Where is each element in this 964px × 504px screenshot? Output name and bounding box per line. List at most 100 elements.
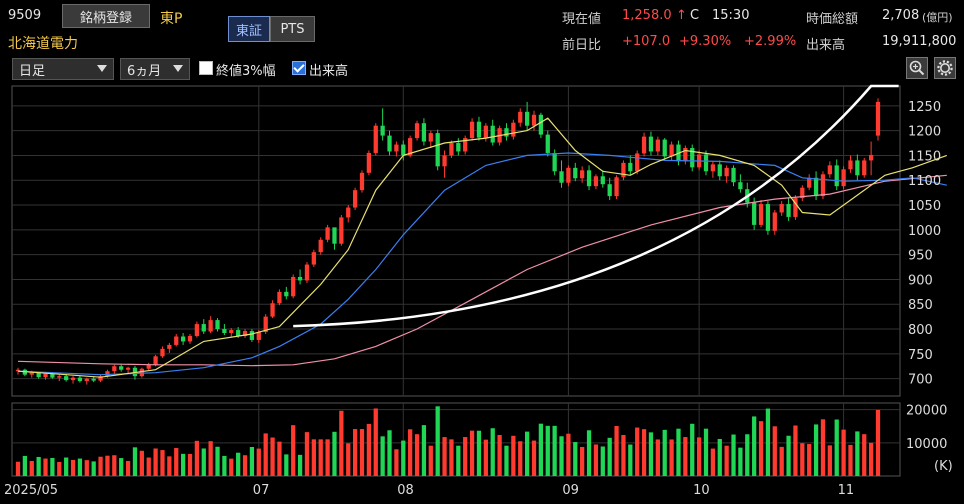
- candle-body: [421, 123, 427, 142]
- volume-bar: [187, 453, 193, 476]
- candle-body: [229, 330, 234, 334]
- candle-body: [373, 125, 378, 153]
- volume-bar: [703, 428, 709, 476]
- volume-bar: [291, 425, 296, 476]
- candle-body: [628, 162, 633, 172]
- volume-bar: [236, 452, 241, 476]
- x-tick-label: 08: [397, 483, 414, 498]
- volume-bar: [263, 433, 268, 476]
- volume-bar: [607, 437, 612, 476]
- volume-bar: [139, 450, 144, 476]
- x-tick-label: 07: [253, 483, 270, 498]
- volume-bar: [36, 456, 41, 476]
- x-tick-label: 2025/05: [4, 483, 58, 498]
- volume-value: 19,911,800: [882, 34, 957, 49]
- volume-bar: [469, 430, 475, 476]
- stock-code: 9509: [8, 8, 42, 23]
- price-tick-label: 700: [908, 373, 933, 388]
- candle-body: [222, 329, 227, 334]
- volume-bar: [449, 439, 454, 476]
- candle-body: [270, 303, 275, 317]
- candle-body: [64, 376, 69, 381]
- volume-bar: [215, 446, 220, 476]
- candle-body: [855, 160, 860, 176]
- volume-bar: [841, 429, 846, 476]
- volume-bar: [552, 425, 557, 476]
- candle-body: [208, 320, 213, 332]
- volume-bar: [538, 423, 544, 476]
- price-tick-label: 1050: [908, 199, 941, 214]
- price-tick-label: 950: [908, 249, 933, 264]
- zoom-button[interactable]: [906, 57, 928, 79]
- candle-body: [827, 165, 832, 175]
- candle-body: [614, 177, 619, 197]
- candle-body: [779, 204, 784, 213]
- range-select[interactable]: 6ヵ月: [120, 58, 190, 80]
- close-band-checkbox[interactable]: [199, 61, 213, 75]
- period-select[interactable]: 日足: [12, 58, 114, 80]
- volume-bar: [332, 431, 337, 476]
- price-tick-label: 1250: [908, 100, 941, 115]
- candle-body: [297, 276, 303, 281]
- register-button[interactable]: 銘柄登録: [62, 4, 150, 28]
- volume-bar: [325, 439, 330, 476]
- candle-body: [504, 128, 509, 137]
- price-tick-label: 1200: [908, 125, 941, 140]
- price-tick-label: 800: [908, 323, 933, 338]
- candle-body: [249, 331, 255, 340]
- magnifier-icon: [909, 60, 925, 76]
- candle-body: [848, 160, 853, 170]
- candle-body: [29, 372, 34, 375]
- candle-body: [414, 123, 420, 139]
- volume-bar: [586, 430, 592, 476]
- settings-button[interactable]: [934, 57, 956, 79]
- volume-bar: [545, 425, 550, 476]
- candle-body: [710, 164, 716, 172]
- candle-body: [77, 377, 83, 382]
- candle-body: [318, 239, 323, 253]
- candlesticks: [15, 98, 881, 385]
- candle-body: [236, 330, 241, 336]
- candle-body: [662, 139, 667, 157]
- candle-body: [291, 276, 296, 297]
- volume-bar: [339, 410, 344, 476]
- market-cap-label: 時価総額: [806, 12, 859, 27]
- candle-body: [380, 125, 385, 136]
- volume-checkbox[interactable]: [292, 61, 306, 75]
- candle-body: [435, 133, 440, 167]
- volume-bar: [98, 456, 103, 476]
- volume-bar: [359, 429, 365, 476]
- x-tick-label: 09: [562, 483, 579, 498]
- moving-average-long: [17, 174, 947, 367]
- volume-bar: [421, 425, 427, 476]
- candle-body: [428, 133, 433, 142]
- volume-bar: [621, 434, 626, 476]
- volume-bar: [772, 426, 777, 476]
- chart-axes: 700 750 800 850 900 950 1000 1050 1100 1150 1200 12…: [4, 100, 953, 498]
- candle-body: [793, 198, 798, 217]
- volume-bar: [346, 443, 351, 476]
- candle-body: [187, 335, 193, 342]
- market-label: 東P: [160, 11, 183, 27]
- volume-bar: [531, 440, 537, 476]
- volume-bar: [91, 461, 96, 476]
- volume-label: 出来高: [806, 38, 846, 53]
- tab-tse[interactable]: 東証: [228, 16, 270, 42]
- candle-body: [635, 153, 640, 172]
- volume-bar: [146, 457, 151, 476]
- candle-body: [600, 176, 605, 185]
- volume-bar: [387, 430, 392, 476]
- tab-pts[interactable]: PTS: [270, 16, 315, 42]
- moving-average-mid: [17, 152, 947, 376]
- candle-body: [387, 135, 392, 152]
- candle-body: [139, 368, 144, 377]
- volume-bar: [559, 436, 564, 476]
- volume-bar: [105, 455, 110, 476]
- candle-body: [311, 252, 316, 265]
- volume-bar: [442, 437, 447, 476]
- candle-body: [545, 134, 550, 153]
- candle-body: [476, 121, 482, 138]
- volume-bar: [710, 448, 716, 476]
- candle-body: [875, 101, 881, 136]
